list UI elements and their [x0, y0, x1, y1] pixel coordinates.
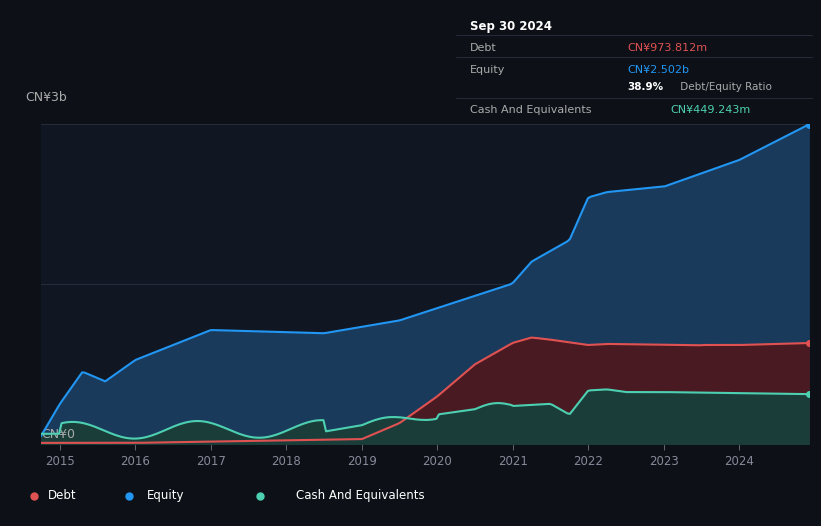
- Text: Debt: Debt: [470, 43, 497, 53]
- Text: Equity: Equity: [470, 65, 505, 75]
- Text: 38.9%: 38.9%: [627, 82, 663, 92]
- Text: Equity: Equity: [146, 489, 184, 502]
- Text: CN¥3b: CN¥3b: [25, 92, 67, 104]
- Text: CN¥0: CN¥0: [41, 428, 75, 441]
- Text: CN¥2.502b: CN¥2.502b: [627, 65, 689, 75]
- Text: Cash And Equivalents: Cash And Equivalents: [470, 105, 591, 115]
- Text: CN¥973.812m: CN¥973.812m: [627, 43, 707, 53]
- Text: Cash And Equivalents: Cash And Equivalents: [296, 489, 425, 502]
- Text: Sep 30 2024: Sep 30 2024: [470, 20, 552, 33]
- Text: Debt/Equity Ratio: Debt/Equity Ratio: [677, 82, 772, 92]
- Text: Debt: Debt: [48, 489, 76, 502]
- Text: CN¥449.243m: CN¥449.243m: [670, 105, 750, 115]
